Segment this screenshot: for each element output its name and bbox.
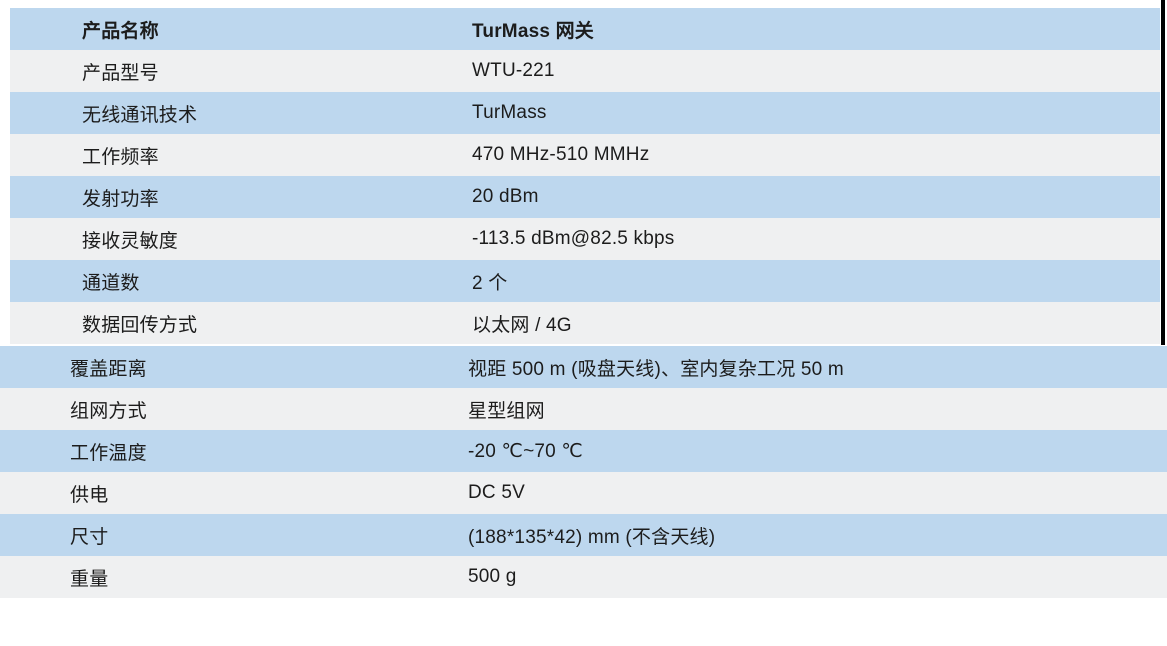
spec-value: 星型组网 — [468, 400, 545, 422]
spec-row: 接收灵敏度 -113.5 dBm@82.5 kbps — [10, 218, 1160, 260]
spec-label: 产品名称 — [82, 20, 159, 42]
spec-row: 重量 500 g — [0, 556, 1167, 598]
spec-row: 无线通讯技术 TurMass — [10, 92, 1160, 134]
page-right-border-line — [1161, 0, 1165, 345]
spec-value: 以太网 / 4G — [472, 314, 572, 336]
spec-label: 供电 — [70, 484, 109, 506]
spec-row: 覆盖距离 视距 500 m (吸盘天线)、室内复杂工况 50 m — [0, 346, 1167, 388]
spec-row: 供电 DC 5V — [0, 472, 1167, 514]
spec-row: 通道数 2 个 — [10, 260, 1160, 302]
spec-label: 通道数 — [82, 272, 140, 294]
spec-label: 重量 — [70, 568, 109, 590]
spec-value: 470 MHz-510 MMHz — [472, 144, 650, 165]
spec-value: 2 个 — [472, 272, 508, 294]
spec-table-bottom-section: 覆盖距离 视距 500 m (吸盘天线)、室内复杂工况 50 m 组网方式 星型组网工… — [0, 346, 1167, 598]
spec-value: 500 g — [468, 566, 517, 587]
spec-label: 工作频率 — [82, 146, 159, 168]
spec-label: 组网方式 — [70, 400, 147, 422]
spec-label: 覆盖距离 — [70, 358, 147, 380]
spec-row: 发射功率 20 dBm — [10, 176, 1160, 218]
spec-value: TurMass 网关 — [472, 20, 595, 42]
spec-label: 产品型号 — [82, 62, 159, 84]
spec-row: 尺寸 (188*135*42) mm (不含天线) — [0, 514, 1167, 556]
spec-value: 20 dBm — [472, 186, 539, 207]
spec-value: (188*135*42) mm (不含天线) — [468, 526, 716, 548]
spec-value: WTU-221 — [472, 60, 555, 81]
spec-value: -113.5 dBm@82.5 kbps — [472, 228, 675, 249]
spec-label: 无线通讯技术 — [82, 104, 198, 126]
spec-value: -20 ℃~70 ℃ — [468, 440, 583, 462]
spec-label: 发射功率 — [82, 188, 159, 210]
spec-label: 工作温度 — [70, 442, 147, 464]
spec-header-row: 产品名称 TurMass 网关 — [10, 8, 1160, 50]
spec-row: 工作频率 470 MHz-510 MMHz — [10, 134, 1160, 176]
spec-value: 视距 500 m (吸盘天线)、室内复杂工况 50 m — [468, 358, 844, 380]
spec-label: 数据回传方式 — [82, 314, 198, 336]
spec-table-top-section: 产品名称 TurMass 网关产品型号 WTU-221 无线通讯技术 TurMass 工作… — [10, 8, 1160, 344]
spec-label: 尺寸 — [70, 526, 109, 548]
spec-row: 产品型号 WTU-221 — [10, 50, 1160, 92]
spec-label: 接收灵敏度 — [82, 230, 179, 252]
spec-value: TurMass — [472, 102, 547, 123]
spec-row: 工作温度 -20 ℃~70 ℃ — [0, 430, 1167, 472]
spec-row: 组网方式 星型组网 — [0, 388, 1167, 430]
spec-row: 数据回传方式 以太网 / 4G — [10, 302, 1160, 344]
spec-value: DC 5V — [468, 482, 525, 503]
